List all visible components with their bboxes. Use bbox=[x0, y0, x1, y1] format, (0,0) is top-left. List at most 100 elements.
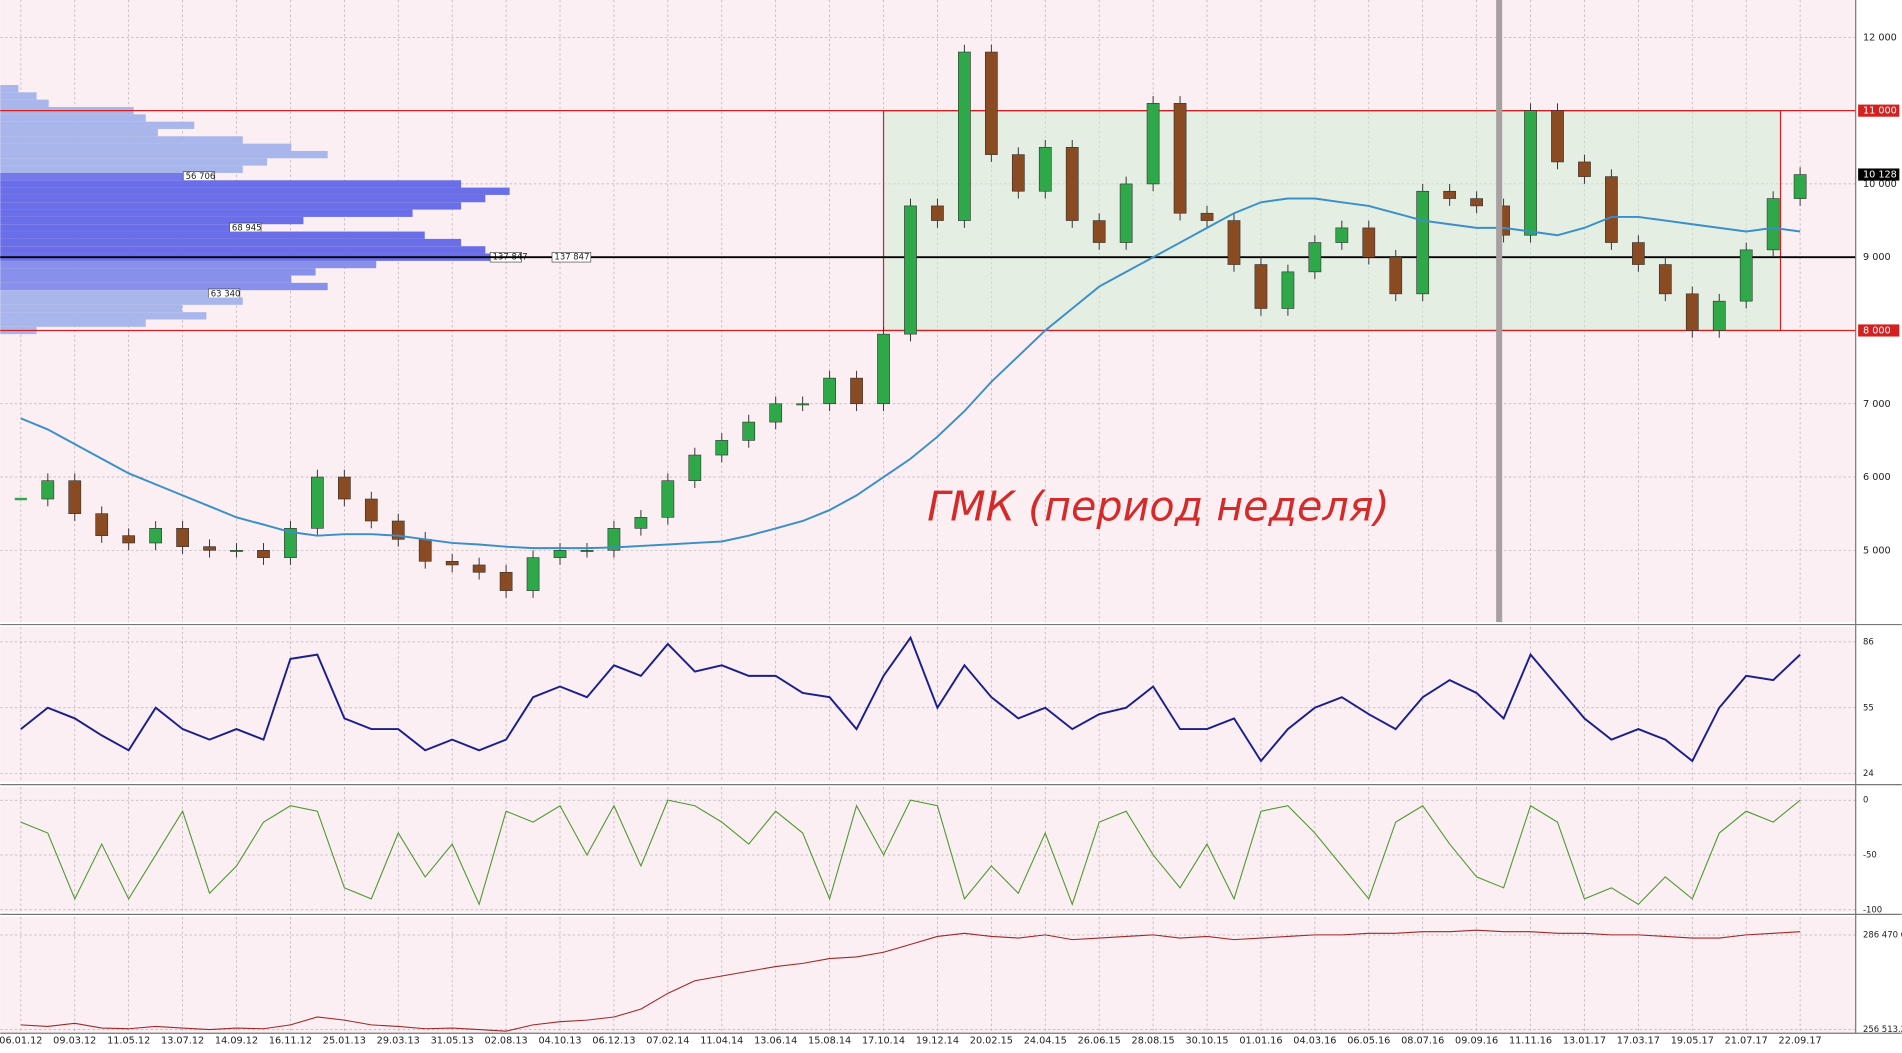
profile-bar bbox=[0, 282, 328, 291]
range-box bbox=[882, 110, 1782, 332]
candle bbox=[796, 403, 810, 406]
x-tick-label: 30.10.15 bbox=[1185, 1036, 1228, 1047]
x-tick-label: 14.09.12 bbox=[215, 1036, 258, 1047]
candle bbox=[1281, 271, 1295, 309]
profile-bar bbox=[0, 297, 243, 305]
profile-bar bbox=[0, 136, 243, 144]
profile-bar bbox=[0, 319, 146, 327]
candle bbox=[95, 513, 109, 536]
candle bbox=[1389, 256, 1403, 295]
candle bbox=[1335, 227, 1349, 243]
x-tick-label: 04.03.16 bbox=[1293, 1036, 1336, 1047]
candle bbox=[1470, 198, 1483, 207]
obv-line bbox=[20, 929, 1801, 1032]
candle bbox=[1416, 190, 1430, 295]
y-tick-label: 256 513.2 bbox=[1863, 1024, 1902, 1034]
y-tick-label: 286 470 6 bbox=[1863, 929, 1902, 939]
x-tick-label: 11.11.16 bbox=[1509, 1036, 1552, 1047]
candle bbox=[850, 377, 863, 405]
y-tick-label: -100 bbox=[1863, 904, 1882, 914]
candle bbox=[472, 564, 486, 573]
profile-bar bbox=[0, 187, 510, 195]
candle bbox=[1443, 190, 1457, 199]
rsi-panel bbox=[0, 626, 1856, 783]
candle bbox=[149, 528, 163, 544]
candle bbox=[715, 440, 729, 456]
profile-bar bbox=[0, 304, 183, 313]
x-tick-label: 06.01.12 bbox=[0, 1036, 42, 1047]
x-tick-label: 07.02.14 bbox=[646, 1036, 689, 1047]
y-tick-label: 24 bbox=[1863, 768, 1874, 778]
candle bbox=[1524, 110, 1537, 236]
candle bbox=[958, 51, 971, 221]
profile-bar bbox=[0, 275, 292, 283]
candle bbox=[364, 498, 378, 522]
candle bbox=[742, 421, 756, 441]
candle bbox=[634, 517, 648, 529]
candle bbox=[176, 528, 189, 547]
profile-bar bbox=[0, 268, 316, 276]
candle bbox=[1766, 198, 1780, 251]
candle bbox=[230, 550, 243, 552]
x-tick-label: 20.02.15 bbox=[970, 1036, 1013, 1047]
candle bbox=[553, 550, 567, 558]
x-tick-label: 17.03.17 bbox=[1617, 1036, 1660, 1047]
candle bbox=[41, 480, 55, 500]
profile-bar bbox=[0, 246, 486, 254]
x-tick-label: 11.04.14 bbox=[700, 1036, 743, 1047]
profile-bar bbox=[0, 128, 158, 137]
profile-bar bbox=[0, 260, 377, 269]
candle bbox=[1200, 212, 1214, 221]
profile-bar bbox=[0, 121, 195, 129]
candle bbox=[14, 497, 27, 501]
y-tick-label: 7 000 bbox=[1863, 399, 1891, 410]
x-tick-label: 19.12.14 bbox=[916, 1036, 959, 1047]
profile-bar bbox=[0, 85, 19, 93]
candle bbox=[418, 539, 432, 562]
profile-bar bbox=[0, 99, 49, 107]
candle bbox=[823, 377, 836, 405]
x-tick-label: 01.01.16 bbox=[1239, 1036, 1282, 1047]
x-tick-label: 17.10.14 bbox=[862, 1036, 905, 1047]
candle bbox=[257, 550, 270, 558]
x-tick-label: 11.05.12 bbox=[107, 1036, 150, 1047]
candle bbox=[1578, 161, 1591, 177]
rsi-line bbox=[20, 635, 1801, 763]
profile-bar bbox=[0, 150, 328, 159]
candle bbox=[1658, 264, 1672, 295]
profile-bar bbox=[0, 180, 462, 188]
profile-bar bbox=[0, 165, 243, 173]
candle bbox=[904, 205, 917, 335]
candle bbox=[769, 403, 783, 423]
x-tick-label: 06.05.16 bbox=[1347, 1036, 1390, 1047]
x-tick-label: 29.03.13 bbox=[377, 1036, 420, 1047]
level-label-box bbox=[1858, 104, 1900, 117]
x-tick-label: 25.01.13 bbox=[323, 1036, 366, 1047]
last-price-label: 10 128 bbox=[1863, 170, 1897, 181]
candle bbox=[1254, 264, 1268, 309]
x-tick-label: 04.10.13 bbox=[538, 1036, 581, 1047]
candle bbox=[661, 480, 675, 518]
x-tick-label: 16.11.12 bbox=[269, 1036, 312, 1047]
candle bbox=[203, 546, 216, 551]
candle bbox=[1227, 220, 1241, 265]
annotation: ГМК (период неделя) bbox=[927, 482, 1389, 530]
y-tick-label: 9 000 bbox=[1863, 252, 1891, 263]
candle bbox=[1605, 176, 1618, 243]
profile-bar bbox=[0, 194, 486, 203]
profile-label: 68 945 bbox=[232, 222, 262, 232]
profile-bar bbox=[0, 216, 304, 225]
x-tick-label: 21.07.17 bbox=[1725, 1036, 1768, 1047]
profile-label: 56 706 bbox=[186, 171, 216, 181]
x-tick-label: 31.05.13 bbox=[431, 1036, 474, 1047]
x-tick-label: 13.06.14 bbox=[754, 1036, 797, 1047]
y-tick-label: -50 bbox=[1863, 849, 1877, 859]
candle bbox=[688, 454, 702, 482]
x-tick-label: 02.08.13 bbox=[485, 1036, 528, 1047]
candle bbox=[1065, 146, 1079, 221]
y-tick-label: 55 bbox=[1863, 702, 1874, 712]
profile-bar bbox=[0, 92, 37, 100]
profile-bar bbox=[0, 143, 292, 151]
